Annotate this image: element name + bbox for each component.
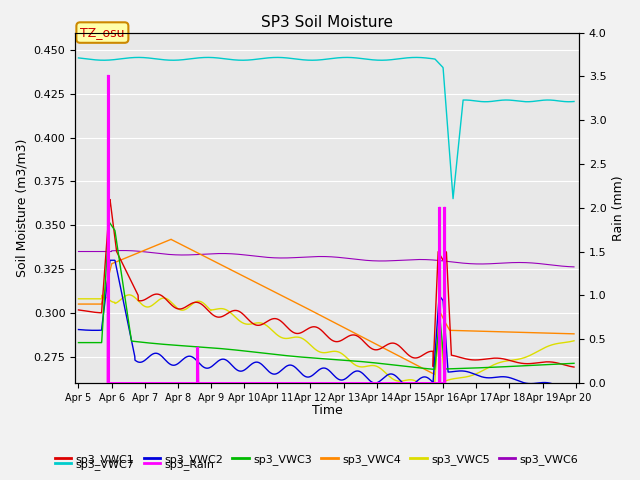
X-axis label: Time: Time [312,404,342,417]
Legend: sp3_VWC7, sp3_Rain: sp3_VWC7, sp3_Rain [51,455,220,474]
Title: SP3 Soil Moisture: SP3 Soil Moisture [261,15,393,30]
Legend: sp3_VWC1, sp3_VWC2, sp3_VWC3, sp3_VWC4, sp3_VWC5, sp3_VWC6: sp3_VWC1, sp3_VWC2, sp3_VWC3, sp3_VWC4, … [51,450,583,469]
Y-axis label: Rain (mm): Rain (mm) [612,175,625,240]
Y-axis label: Soil Moisture (m3/m3): Soil Moisture (m3/m3) [15,139,28,277]
Text: TZ_osu: TZ_osu [80,26,125,39]
